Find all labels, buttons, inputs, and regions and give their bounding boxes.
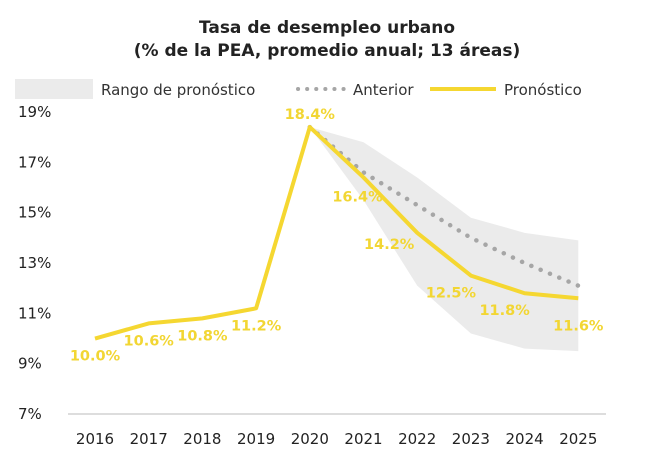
y-tick-label: 17%: [18, 153, 51, 171]
y-tick-label: 13%: [18, 254, 51, 272]
forecast-range-area: [309, 127, 579, 352]
x-tick-label: 2025: [559, 430, 597, 448]
chart-subtitle: (% de la PEA, promedio anual; 13 áreas): [134, 41, 521, 61]
data-label: 10.6%: [124, 333, 175, 349]
legend-range-label: Rango de pronóstico: [101, 81, 255, 99]
y-tick-label: 11%: [18, 304, 51, 322]
data-label: 10.0%: [70, 349, 121, 365]
legend-range-swatch: [15, 79, 93, 99]
data-label: 11.6%: [553, 318, 604, 334]
legend-anterior-label: Anterior: [353, 81, 414, 99]
data-label: 18.4%: [285, 107, 336, 123]
y-tick-label: 19%: [18, 103, 51, 121]
chart-title: Tasa de desempleo urbano: [199, 18, 455, 38]
data-label: 14.2%: [364, 237, 415, 253]
x-tick-label: 2020: [291, 430, 329, 448]
x-tick-label: 2017: [130, 430, 168, 448]
data-label: 11.8%: [479, 303, 530, 319]
x-tick-label: 2019: [237, 430, 275, 448]
y-tick-label: 15%: [18, 204, 51, 222]
data-label: 10.8%: [177, 328, 228, 344]
legend-pronostico-label: Pronóstico: [504, 81, 582, 99]
x-tick-label: 2016: [76, 430, 114, 448]
x-tick-label: 2018: [183, 430, 221, 448]
data-label: 16.4%: [332, 189, 383, 205]
data-label: 12.5%: [426, 286, 477, 302]
anterior-line: [307, 124, 581, 288]
x-tick-label: 2023: [452, 430, 490, 448]
data-label: 11.2%: [231, 318, 282, 334]
x-tick-label: 2022: [398, 430, 436, 448]
pronostico-line: [94, 125, 579, 341]
y-tick-label: 9%: [18, 355, 42, 373]
y-tick-label: 7%: [18, 405, 42, 423]
x-tick-label: 2021: [344, 430, 382, 448]
x-tick-label: 2024: [506, 430, 544, 448]
